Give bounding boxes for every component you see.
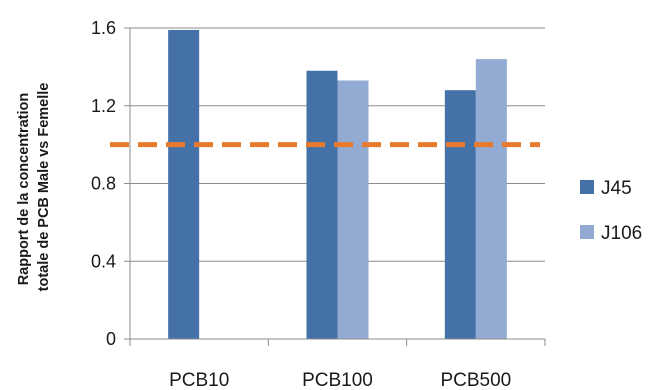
x-category-label: PCB500: [440, 370, 511, 390]
y-tick-label: 1.2: [91, 96, 116, 116]
y-axis-title: Rapport de la concentration totale de PC…: [16, 83, 52, 292]
bars: [168, 29, 507, 339]
x-category-label: PCB10: [169, 370, 229, 390]
bar-j45-pcb100: [306, 70, 338, 339]
y-tick-label: 1.6: [91, 18, 116, 38]
x-category-label: PCB100: [302, 370, 373, 390]
bar-j106-pcb100: [337, 80, 369, 339]
bar-j45-pcb500: [444, 90, 476, 339]
y-tick-label: 0.4: [91, 251, 116, 271]
legend-label-j45: J45: [601, 178, 632, 199]
x-category-labels: PCB10 PCB100 PCB500: [169, 370, 511, 390]
y-tick-label: 0.8: [91, 174, 116, 194]
legend: J45 J106: [580, 178, 642, 244]
legend-label-j106: J106: [601, 223, 642, 244]
legend-swatch-j45: [580, 180, 594, 194]
legend-swatch-j106: [580, 225, 594, 239]
y-tick-label: 0: [106, 329, 116, 349]
y-tick-labels: 0 0.4 0.8 1.2 1.6: [91, 18, 116, 349]
axes: [124, 27, 546, 346]
bar-j45-pcb10: [168, 29, 200, 339]
bar-j106-pcb500: [475, 59, 507, 339]
